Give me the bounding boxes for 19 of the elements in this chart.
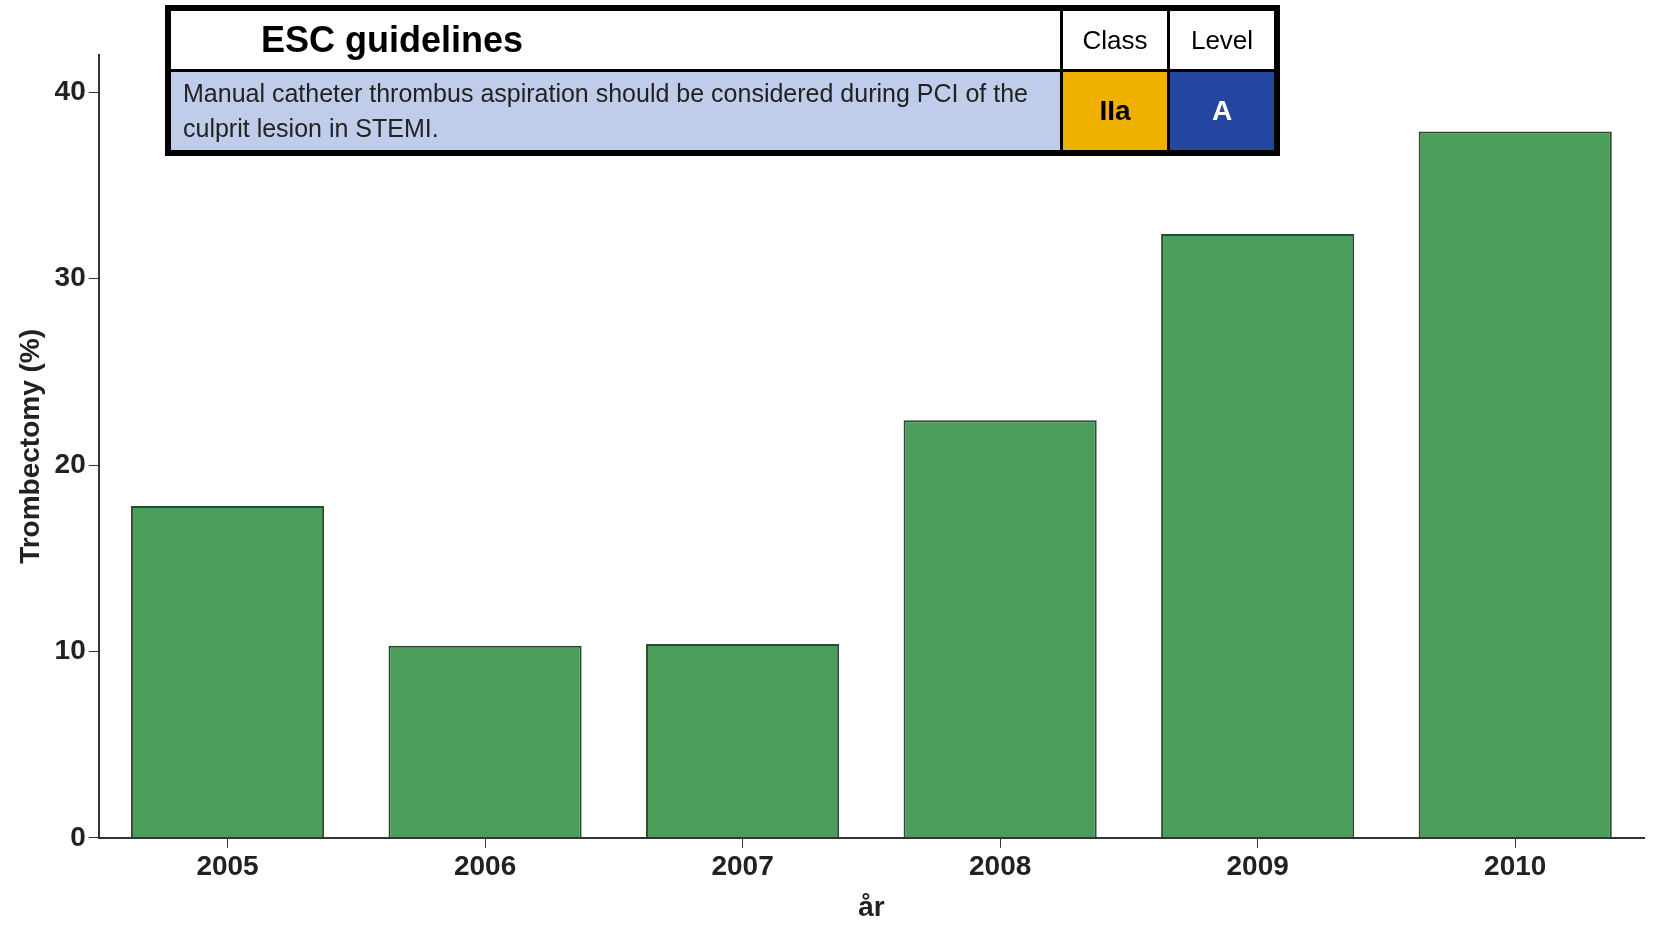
x-tick-label: 2008	[969, 850, 1032, 882]
text: Class	[1061, 8, 1169, 71]
annotation: Manual catheter thrombus aspiration should be considered during PCI of the culprit lesion in STEMI.	[168, 70, 1062, 153]
x-tick-label: 2006	[453, 850, 517, 882]
annotation: IIa	[1061, 70, 1169, 153]
y-tick-label: 30	[54, 261, 86, 293]
y-axis-title: Trombectomy (%)	[13, 328, 45, 564]
annotation: A	[1168, 70, 1277, 153]
x-tick-label: 2005	[196, 850, 259, 882]
y-tick-label: 0	[70, 820, 86, 852]
x-axis-title: år	[858, 890, 885, 922]
text: Level	[1168, 8, 1277, 71]
y-tick-label: 20	[54, 447, 86, 479]
y-tick-label: 40	[54, 74, 86, 106]
x-tick-label: 2009	[1226, 850, 1289, 882]
x-tick-label: 2007	[711, 850, 774, 882]
annotation: ESC guidelines	[168, 8, 1062, 71]
x-tick-label: 2010	[1484, 850, 1547, 882]
y-tick-label: 10	[54, 634, 86, 666]
